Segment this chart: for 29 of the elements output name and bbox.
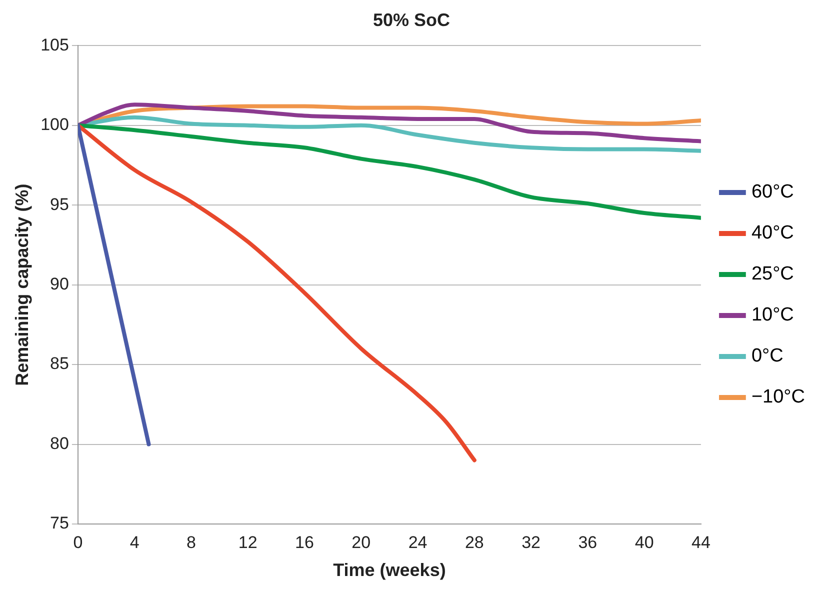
y-tick-label: 90 <box>50 274 69 294</box>
chart-title: 50% SoC <box>372 10 450 30</box>
x-tick-label: 36 <box>578 532 598 552</box>
y-tick-label: 85 <box>50 354 69 374</box>
legend-label: 60°C <box>751 182 794 203</box>
x-tick-label: 24 <box>408 532 428 552</box>
x-tick-label: 40 <box>634 532 654 552</box>
legend-label: −10°C <box>751 386 806 408</box>
y-axis-title: Remaining capacity (%) <box>12 184 32 386</box>
legend-label: 0°C <box>751 346 784 367</box>
x-tick-label: 32 <box>522 532 541 552</box>
x-tick-label: 44 <box>691 532 710 552</box>
y-tick-label: 100 <box>40 115 69 134</box>
y-tick-label: 75 <box>50 514 69 533</box>
x-tick-label: 28 <box>464 532 484 552</box>
x-axis-title: Time (weeks) <box>333 560 446 580</box>
y-tick-label: 95 <box>50 194 69 214</box>
x-tick-label: 16 <box>295 532 314 552</box>
legend-label: 10°C <box>751 304 794 326</box>
legend-label: 40°C <box>751 222 794 244</box>
x-tick-label: 4 <box>130 532 140 552</box>
x-tick-label: 20 <box>352 532 371 552</box>
legend-label: 25°C <box>751 264 794 285</box>
y-tick-label: 105 <box>40 35 69 54</box>
x-tick-label: 0 <box>73 532 83 552</box>
line-series <box>78 123 476 462</box>
x-tick-label: 12 <box>238 532 258 552</box>
x-tick-label: 8 <box>186 532 196 552</box>
y-tick-label: 80 <box>50 434 69 453</box>
